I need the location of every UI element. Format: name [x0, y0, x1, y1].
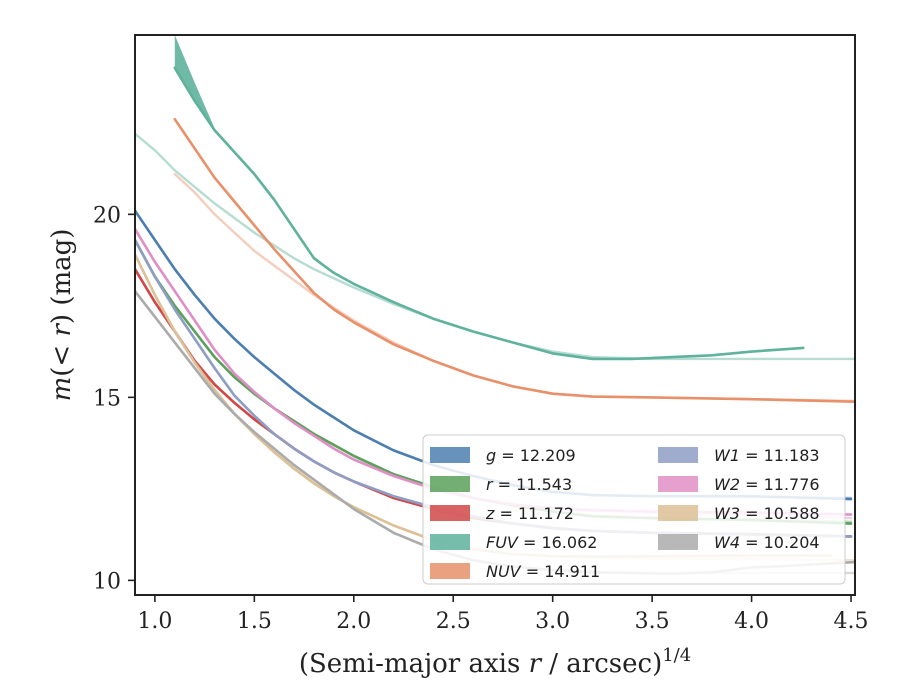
- legend-item-z: z = 11.172: [430, 504, 574, 523]
- legend-swatch: [658, 534, 698, 550]
- series-nuv-line: [173, 117, 855, 403]
- legend-item-fuv: FUV = 16.062: [430, 533, 597, 552]
- legend-item-w4: W4 = 10.204: [658, 533, 820, 552]
- legend-swatch: [658, 447, 698, 463]
- legend-item-w3: W3 = 10.588: [658, 504, 820, 523]
- legend-label: g = 12.209: [486, 446, 576, 465]
- legend-swatch: [430, 534, 470, 550]
- legend-swatch: [430, 505, 470, 521]
- plot-frame: [134, 34, 856, 596]
- legend-item-w2: W2 = 11.776: [658, 475, 820, 494]
- y-axis-title: m(< r) (mag): [47, 229, 77, 402]
- legend-item-g: g = 12.209: [430, 446, 576, 465]
- legend-box: [422, 434, 846, 585]
- legend-swatch: [658, 476, 698, 492]
- legend-label: r = 11.543: [486, 475, 572, 494]
- legend-label: W1 = 11.183: [714, 446, 820, 465]
- legend-swatch: [658, 505, 698, 521]
- y-tick-label: 10: [93, 569, 121, 594]
- x-tick-label: 3.0: [535, 609, 570, 634]
- x-tick-label: 2.0: [336, 609, 371, 634]
- x-tick-label: 3.5: [635, 609, 670, 634]
- y-tick-label: 15: [93, 386, 121, 411]
- legend-item-nuv: NUV = 14.911: [430, 562, 600, 581]
- y-axis: 10 15 20: [93, 203, 135, 594]
- x-tick-label: 4.0: [734, 609, 769, 634]
- legend-swatch: [430, 476, 470, 492]
- legend-label: FUV = 16.062: [486, 533, 597, 552]
- y-tick-label: 20: [93, 203, 121, 228]
- legend-label: W2 = 11.776: [714, 475, 820, 494]
- legend-label: NUV = 14.911: [486, 562, 600, 581]
- legend: g = 12.209 r = 11.543 z = 11.172 FUV = 16.0…: [422, 434, 846, 585]
- legend-item-w1: W1 = 11.183: [658, 446, 820, 465]
- x-axis: 1.0 1.5 2.0 2.5 3.0 3.5 4.0 4.5: [137, 595, 869, 634]
- x-tick-label: 4.5: [834, 609, 869, 634]
- x-tick-label: 1.0: [137, 609, 172, 634]
- x-tick-label: 2.5: [436, 609, 471, 634]
- x-tick-label: 1.5: [237, 609, 272, 634]
- legend-swatch: [430, 563, 470, 579]
- series-fuv-model-line: [135, 132, 855, 361]
- x-axis-title: (Semi-major axis r / arcsec)1/4: [299, 645, 691, 679]
- legend-label: W4 = 10.204: [714, 533, 820, 552]
- legend-label: W3 = 10.588: [714, 504, 820, 523]
- legend-item-r: r = 11.543: [430, 475, 572, 494]
- series-fuv-line: [173, 66, 805, 361]
- legend-swatch: [430, 447, 470, 463]
- legend-label: z = 11.172: [485, 504, 574, 523]
